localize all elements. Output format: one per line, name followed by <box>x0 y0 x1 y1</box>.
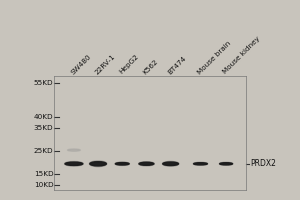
Ellipse shape <box>89 161 107 167</box>
Ellipse shape <box>68 149 80 151</box>
Text: 40KD: 40KD <box>34 114 53 120</box>
Text: Mouse kidney: Mouse kidney <box>222 36 261 75</box>
Text: 25KD: 25KD <box>34 148 53 154</box>
Ellipse shape <box>162 161 179 166</box>
Text: 15KD: 15KD <box>34 171 53 177</box>
Ellipse shape <box>163 162 178 166</box>
Ellipse shape <box>220 163 232 165</box>
Text: HepG2: HepG2 <box>118 53 140 75</box>
Text: SW480: SW480 <box>70 53 92 75</box>
Text: 55KD: 55KD <box>34 80 53 86</box>
Text: 22RV-1: 22RV-1 <box>94 53 116 75</box>
Ellipse shape <box>219 162 233 165</box>
Ellipse shape <box>139 162 154 166</box>
Text: K562: K562 <box>142 58 160 75</box>
Ellipse shape <box>139 162 154 165</box>
Text: 10KD: 10KD <box>34 182 53 188</box>
Ellipse shape <box>115 162 129 165</box>
Ellipse shape <box>65 162 83 166</box>
Ellipse shape <box>65 162 83 165</box>
Ellipse shape <box>90 162 106 166</box>
Text: 35KD: 35KD <box>34 125 53 131</box>
Text: Mouse brain: Mouse brain <box>196 40 232 75</box>
Ellipse shape <box>194 163 207 165</box>
Ellipse shape <box>193 162 208 165</box>
Text: BT474: BT474 <box>167 55 187 75</box>
Ellipse shape <box>116 163 129 165</box>
Text: PRDX2: PRDX2 <box>250 159 276 168</box>
